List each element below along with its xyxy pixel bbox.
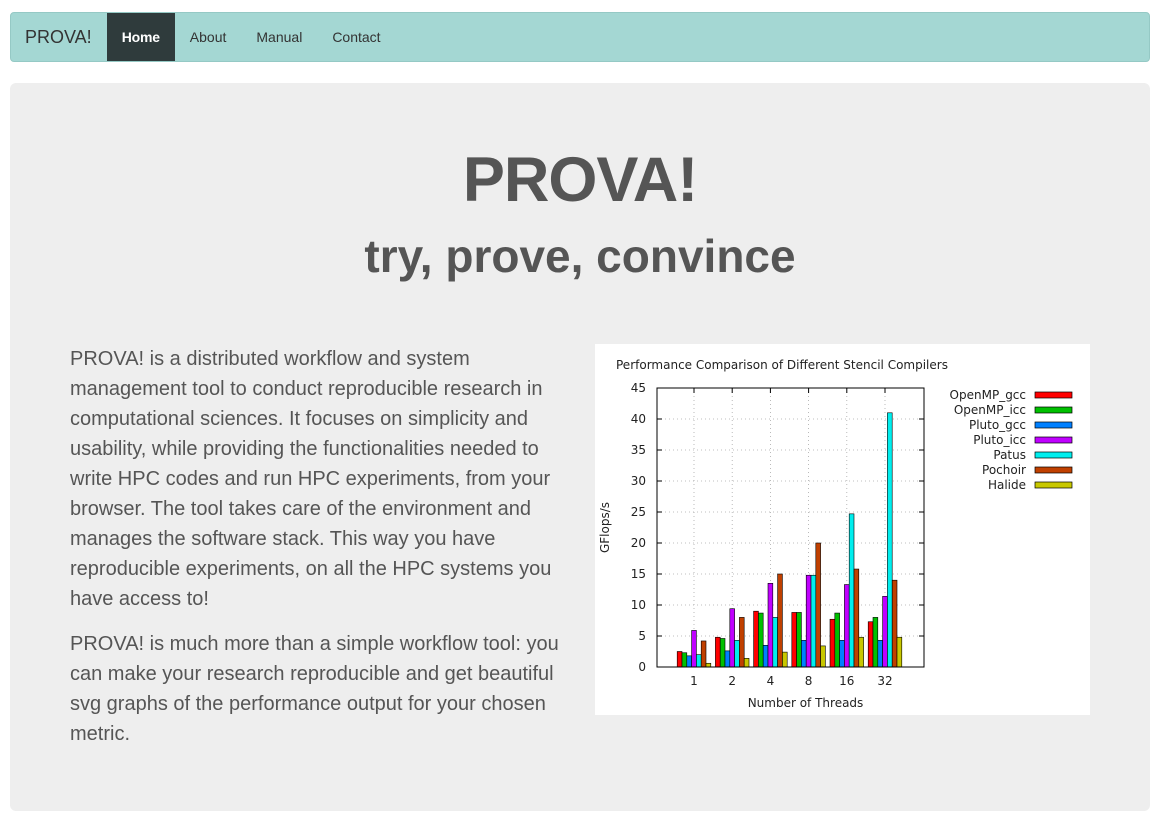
- performance-chart: Performance Comparison of Different Sten…: [595, 344, 1090, 715]
- legend-label: Halide: [988, 478, 1026, 492]
- bar: [882, 596, 888, 668]
- nav-home[interactable]: Home: [106, 13, 175, 61]
- bar: [739, 617, 745, 668]
- bar: [743, 658, 750, 668]
- legend-label: Pluto_gcc: [969, 418, 1026, 432]
- legend-swatch: [1034, 391, 1073, 399]
- plot-frame: [656, 387, 925, 668]
- y-tick-label: 10: [631, 598, 646, 612]
- bar: [719, 638, 726, 668]
- x-tick-label: 4: [767, 674, 775, 688]
- features-paragraph: PROVA! is much more than a simple workfl…: [70, 633, 559, 745]
- bar: [867, 621, 874, 668]
- bar: [896, 636, 903, 668]
- legend-swatch: [1034, 481, 1073, 489]
- hero-title: PROVA!: [462, 145, 698, 215]
- bar: [729, 608, 735, 668]
- x-axis-label: Number of Threads: [748, 696, 864, 710]
- bar: [877, 640, 883, 668]
- bar: [872, 617, 879, 668]
- legend-swatch: [1034, 466, 1073, 474]
- bar: [810, 574, 817, 668]
- bar: [887, 412, 893, 668]
- y-tick-label: 40: [631, 412, 646, 426]
- legend-swatch: [1034, 421, 1073, 429]
- bar: [772, 617, 778, 668]
- legend-swatch: [1034, 436, 1073, 444]
- bar: [805, 574, 812, 668]
- bar: [767, 583, 774, 668]
- y-tick-label: 35: [631, 443, 646, 457]
- bar: [791, 612, 797, 668]
- y-tick-label: 15: [631, 567, 646, 581]
- y-tick-label: 0: [638, 660, 646, 674]
- bar: [696, 654, 702, 668]
- bar: [796, 612, 802, 668]
- bar: [686, 655, 692, 668]
- intro-paragraph: PROVA! is a distributed workflow and sys…: [70, 348, 552, 610]
- bar: [691, 630, 697, 668]
- legend-swatch: [1034, 406, 1073, 414]
- bar: [839, 640, 845, 668]
- bar: [858, 636, 864, 668]
- y-tick-label: 45: [631, 381, 646, 395]
- legend-label: OpenMP_gcc: [950, 388, 1026, 402]
- bar: [705, 662, 712, 668]
- bar: [724, 650, 731, 668]
- x-tick-label: 8: [805, 674, 813, 688]
- bar: [700, 640, 707, 668]
- bar: [820, 645, 826, 668]
- x-tick-label: 16: [839, 674, 854, 688]
- bar: [753, 610, 759, 668]
- bar: [715, 636, 721, 668]
- nav-about[interactable]: About: [189, 29, 227, 45]
- bar: [782, 651, 788, 668]
- brand-link[interactable]: PROVA!: [25, 26, 92, 47]
- legend-label: OpenMP_icc: [954, 403, 1026, 417]
- hero-subtitle: try, prove, convince: [364, 230, 796, 282]
- y-tick-label: 30: [631, 474, 646, 488]
- bar: [853, 568, 860, 668]
- bar: [848, 513, 855, 668]
- bar: [834, 612, 840, 668]
- chart-svg: Performance Comparison of Different Sten…: [598, 358, 1073, 710]
- x-tick-label: 2: [728, 674, 736, 688]
- legend-label: Pochoir: [982, 463, 1026, 477]
- nav-manual[interactable]: Manual: [256, 29, 303, 45]
- bar: [734, 640, 740, 668]
- top-navbar: PROVA! Home About Manual Contact: [10, 12, 1150, 62]
- bar: [844, 584, 850, 668]
- hero-panel: PROVA! try, prove, convince PROVA! is a …: [10, 83, 1150, 811]
- bar: [676, 651, 683, 668]
- bar: [891, 579, 898, 668]
- bar: [758, 612, 764, 668]
- bar: [762, 644, 769, 668]
- bar: [777, 573, 783, 668]
- x-tick-label: 1: [690, 674, 698, 688]
- bar: [815, 542, 821, 668]
- nav-contact[interactable]: Contact: [332, 29, 381, 45]
- legend-label: Pluto_icc: [973, 433, 1026, 447]
- legend-swatch: [1034, 451, 1073, 459]
- chart-title: Performance Comparison of Different Sten…: [616, 358, 948, 372]
- x-tick-label: 32: [877, 674, 892, 688]
- legend-label: Patus: [993, 448, 1026, 462]
- y-tick-label: 5: [638, 629, 646, 643]
- y-tick-label: 25: [631, 505, 646, 519]
- bar: [829, 618, 836, 668]
- bar: [801, 640, 807, 668]
- y-tick-label: 20: [631, 536, 646, 550]
- bar: [681, 652, 688, 668]
- y-axis-label: GFlops/s: [598, 502, 612, 553]
